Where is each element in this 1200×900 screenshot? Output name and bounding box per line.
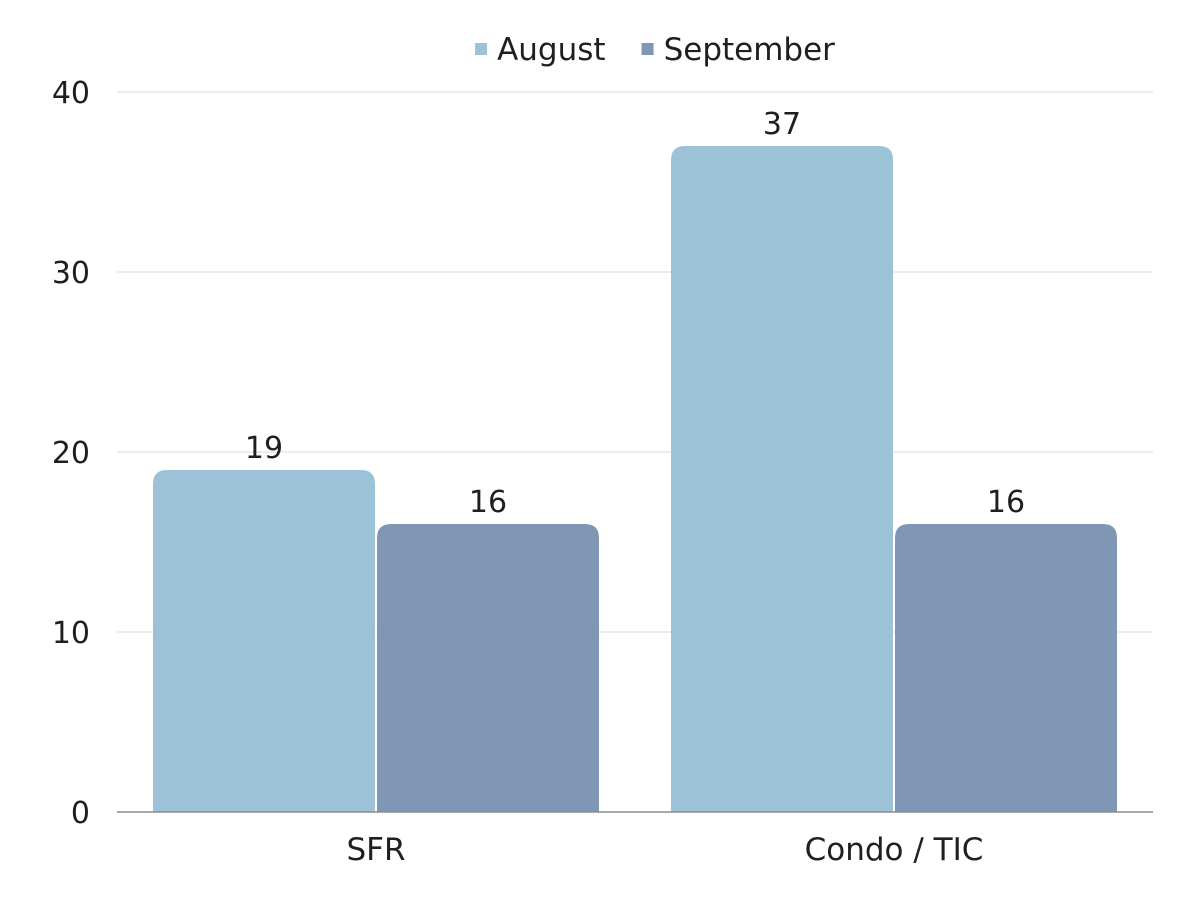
bar-sfr-august [153, 470, 375, 812]
bars [153, 146, 1117, 812]
y-tick-label: 0 [71, 796, 90, 831]
data-label-sfr-september: 16 [469, 485, 507, 520]
data-label-condo-tic-september: 16 [987, 485, 1025, 520]
data-labels: 19 16 37 16 [245, 107, 1025, 520]
legend-item-september: September [641, 32, 836, 68]
legend-item-august: August [475, 32, 606, 68]
y-axis-ticks: 0 10 20 30 40 [52, 76, 90, 831]
x-category-label: Condo / TIC [805, 832, 984, 868]
data-label-condo-tic-august: 37 [763, 107, 801, 142]
legend-label: September [664, 32, 836, 68]
y-tick-label: 40 [52, 76, 90, 111]
x-axis: SFR Condo / TIC [117, 811, 1153, 868]
data-label-sfr-august: 19 [245, 431, 283, 466]
y-tick-label: 20 [52, 436, 90, 471]
legend-swatch [475, 43, 488, 55]
legend-swatch [641, 43, 654, 55]
legend: August September [475, 32, 835, 68]
bar-condo-tic-september [895, 524, 1117, 812]
y-tick-label: 30 [52, 256, 90, 291]
bar-condo-tic-august [671, 146, 893, 812]
y-tick-label: 10 [52, 616, 90, 651]
legend-label: August [497, 32, 606, 68]
x-category-label: SFR [346, 832, 405, 868]
bar-sfr-september [377, 524, 599, 812]
